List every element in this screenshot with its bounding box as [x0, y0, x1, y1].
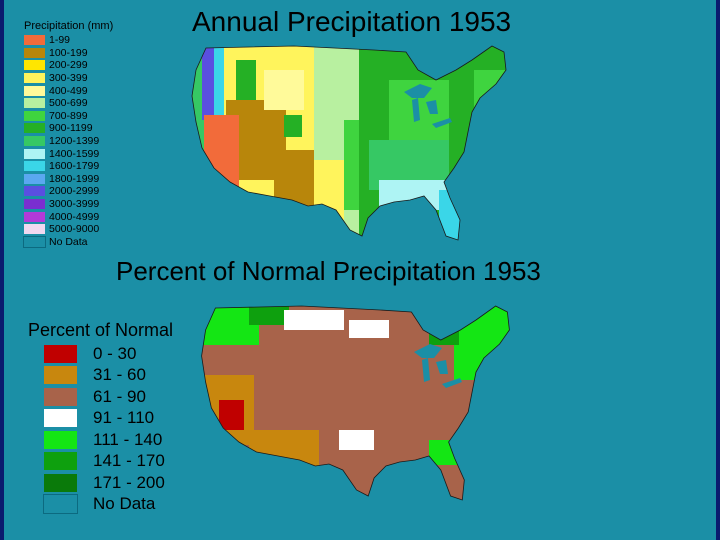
precipitation-legend-label: 5000-9000	[49, 223, 100, 236]
precipitation-legend: Precipitation (mm) 1-99 100-199 200-299 300…	[23, 20, 114, 249]
percent-normal-legend-label: 141 - 170	[93, 451, 165, 471]
percent-normal-map-graphic	[201, 305, 510, 501]
precipitation-legend-swatch	[24, 211, 45, 222]
precipitation-legend-item: 3000-3999	[24, 198, 113, 211]
percent-normal-legend-item: 91 - 110	[44, 408, 173, 430]
percent-normal-legend-label: 171 - 200	[93, 472, 165, 492]
precipitation-legend-item: 1200-1399	[24, 135, 113, 148]
percent-normal-legend-swatch	[43, 494, 78, 515]
precipitation-legend-swatch	[24, 173, 45, 184]
percent-normal-legend-label: 91 - 110	[93, 408, 155, 428]
precipitation-legend-item: 100-199	[24, 47, 113, 60]
precipitation-legend-item: 5000-9000	[24, 223, 113, 236]
precipitation-legend-label: 1200-1399	[49, 135, 100, 148]
great-lakes-superior	[404, 84, 432, 98]
percent-normal-legend-swatch	[44, 387, 77, 406]
precipitation-legend-swatch	[24, 148, 45, 159]
precipitation-legend-item: 1600-1799	[24, 160, 113, 173]
percent-normal-legend-label: No Data	[93, 494, 156, 514]
annual-precipitation-map	[174, 40, 524, 245]
great-lakes-superior	[414, 344, 442, 358]
annual-precipitation-map-graphic	[191, 45, 507, 241]
precipitation-legend-swatch	[24, 186, 45, 197]
percent-normal-legend-item: No Data	[43, 494, 173, 516]
precipitation-legend-swatch	[24, 47, 45, 58]
percent-normal-legend-swatch	[44, 366, 77, 385]
precipitation-legend-swatch	[24, 199, 45, 210]
precipitation-legend-swatch	[24, 60, 45, 71]
precipitation-legend-swatch	[24, 161, 45, 172]
precipitation-legend-label: 900-1199	[49, 122, 93, 135]
precipitation-legend-item: 1-99	[24, 34, 113, 47]
precipitation-legend-label: 1600-1799	[49, 160, 100, 173]
percent-normal-legend-item: 61 - 90	[44, 386, 173, 408]
precipitation-legend-label: 2000-2999	[49, 185, 100, 198]
precipitation-legend-label: 1400-1599	[49, 147, 100, 160]
precipitation-legend-item: 1800-1999	[24, 173, 113, 186]
percent-normal-legend-label: 111 - 140	[93, 429, 163, 449]
precipitation-legend-label: 3000-3999	[49, 198, 100, 211]
precipitation-legend-item: 700-899	[24, 110, 113, 123]
percent-normal-legend-swatch	[44, 344, 77, 363]
precipitation-legend-label: 1800-1999	[49, 172, 100, 185]
percent-normal-legend-item: 0 - 30	[44, 343, 173, 365]
precipitation-legend-label: 400-499	[49, 84, 88, 97]
precipitation-legend-swatch	[24, 35, 45, 46]
precipitation-legend-swatch	[24, 110, 45, 121]
precipitation-legend-item: 4000-4999	[24, 210, 113, 223]
precipitation-legend-swatch	[24, 73, 45, 84]
percent-normal-map	[189, 300, 534, 505]
percent-normal-legend-label: 0 - 30	[93, 343, 137, 363]
percent-normal-legend-item: 31 - 60	[44, 365, 173, 387]
bottom-map-title: Percent of Normal Precipitation 1953	[116, 256, 541, 286]
precipitation-legend-title: Precipitation (mm)	[24, 20, 114, 32]
percent-normal-legend-swatch	[44, 452, 77, 471]
precipitation-legend-label: 100-199	[49, 46, 88, 59]
precipitation-legend-swatch	[24, 98, 45, 109]
precipitation-legend-label: No Data	[49, 235, 88, 248]
top-map-title: Annual Precipitation 1953	[192, 6, 512, 37]
precipitation-legend-label: 4000-4999	[49, 210, 100, 223]
great-lakes-michigan	[412, 98, 420, 122]
precipitation-legend-item: 1400-1599	[24, 147, 113, 160]
precipitation-legend-swatch	[24, 123, 45, 134]
great-lakes-huron	[436, 360, 448, 374]
precipitation-legend-item: 300-399	[24, 72, 113, 85]
percent-normal-legend-swatch	[44, 409, 77, 428]
percent-normal-legend-swatch	[44, 430, 77, 449]
precipitation-legend-swatch	[23, 235, 46, 248]
percent-normal-legend-title: Percent of Normal	[28, 320, 174, 340]
precipitation-legend-label: 200-299	[49, 59, 88, 72]
precipitation-legend-item: 500-699	[24, 97, 113, 110]
percent-normal-legend-label: 61 - 90	[93, 386, 146, 406]
percent-normal-legend-swatch	[44, 473, 77, 492]
precipitation-legend-label: 300-399	[49, 72, 88, 85]
percent-normal-legend-item: 111 - 140	[44, 429, 173, 451]
precipitation-legend-label: 700-899	[49, 109, 88, 122]
great-lakes-huron	[426, 100, 438, 114]
precipitation-legend-item: 2000-2999	[24, 185, 113, 198]
percent-normal-legend: Percent of Normal 0 - 30 31 - 60 61 - 90 91…	[28, 320, 173, 515]
great-lakes-michigan	[422, 358, 430, 382]
precipitation-legend-swatch	[24, 224, 45, 235]
slide-background: Annual Precipitation 1953 Precipitation …	[4, 0, 716, 540]
percent-normal-legend-item: 171 - 200	[44, 472, 173, 494]
precipitation-legend-item: 400-499	[24, 84, 113, 97]
precipitation-legend-item: 900-1199	[24, 122, 113, 135]
precipitation-legend-swatch	[24, 85, 45, 96]
percent-normal-legend-label: 31 - 60	[93, 365, 146, 385]
precipitation-legend-label: 500-699	[49, 97, 88, 110]
precipitation-legend-item: 200-299	[24, 59, 113, 72]
precipitation-legend-label: 1-99	[49, 34, 71, 47]
great-lakes-erie	[432, 118, 452, 128]
precipitation-legend-item: No Data	[23, 235, 113, 249]
precipitation-legend-swatch	[24, 136, 45, 147]
percent-normal-legend-item: 141 - 170	[44, 451, 173, 473]
great-lakes-erie	[442, 378, 462, 388]
